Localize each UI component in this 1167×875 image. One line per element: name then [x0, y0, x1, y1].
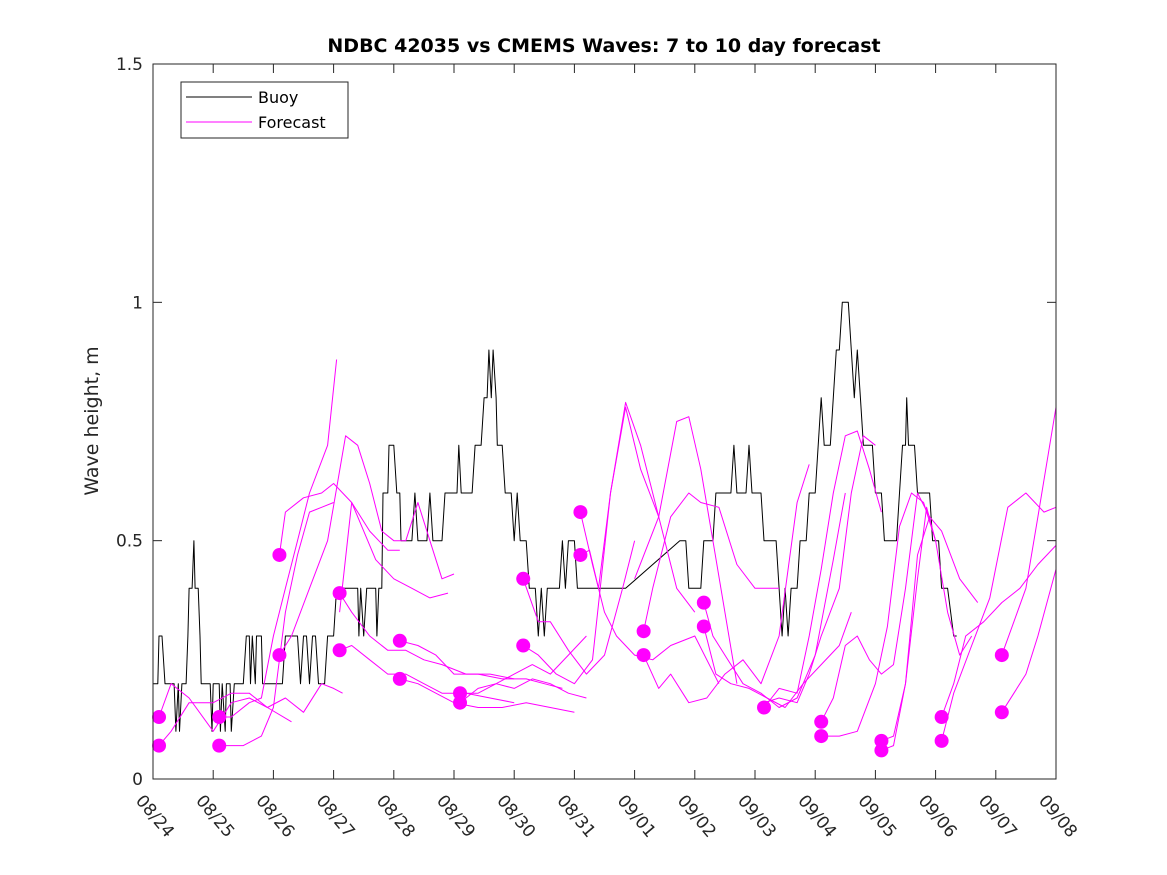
forecast-series-line — [522, 540, 636, 675]
x-tick-label: 09/01 — [613, 791, 660, 841]
forecast-series-line — [820, 492, 931, 723]
forecast-series-line — [399, 640, 563, 689]
forecast-series-line — [941, 545, 1057, 718]
forecast-start-marker — [272, 547, 287, 562]
y-axis-label: Wave height, m — [81, 346, 103, 495]
x-tick-label: 09/02 — [673, 791, 720, 841]
x-tick-label: 08/28 — [372, 791, 419, 841]
x-tick-label: 08/30 — [492, 791, 539, 841]
legend-label-forecast: Forecast — [258, 113, 326, 132]
y-tick-label: 0.5 — [116, 532, 143, 552]
forecast-series-line — [219, 359, 338, 718]
x-tick-label: 08/24 — [131, 791, 178, 841]
forecast-start-marker — [392, 633, 407, 648]
forecast-series-line — [158, 683, 343, 746]
x-tick-label: 08/31 — [553, 791, 600, 841]
y-tick-label: 0 — [132, 770, 143, 790]
forecast-series-line — [339, 645, 515, 704]
forecast-series-line — [459, 635, 587, 704]
y-tick-label: 1.5 — [116, 55, 143, 75]
y-tick-label: 1 — [132, 293, 143, 313]
forecast-start-marker — [516, 638, 531, 653]
chart-title: NDBC 42035 vs CMEMS Waves: 7 to 10 day f… — [327, 35, 880, 57]
forecast-start-marker — [392, 671, 407, 686]
legend: Buoy Forecast — [180, 81, 349, 139]
forecast-series-line — [1001, 569, 1057, 713]
x-tick-label: 09/07 — [974, 791, 1021, 841]
ticks-layer: 08/24 08/25 08/26 08/27 08/28 08/29 08/30 08/31… — [116, 55, 1081, 842]
forecast-series-line — [881, 516, 979, 742]
legend-label-buoy: Buoy — [258, 88, 298, 107]
x-tick-label: 09/05 — [854, 791, 901, 841]
forecast-series-line — [522, 401, 660, 685]
marker-layer — [152, 505, 1009, 758]
forecast-series-line — [763, 435, 876, 704]
forecast-start-marker — [516, 571, 531, 586]
forecast-series-line — [278, 483, 400, 556]
forecast-series-line — [399, 678, 575, 713]
series-layer — [153, 301, 1057, 751]
forecast-start-marker — [814, 729, 829, 744]
forecast-series-line — [763, 430, 882, 708]
forecast-start-marker — [994, 648, 1009, 663]
forecast-series-line — [278, 435, 455, 656]
x-tick-label: 09/04 — [793, 791, 840, 841]
forecast-start-marker — [212, 738, 227, 753]
forecast-series-line — [460, 678, 587, 699]
forecast-series-line — [881, 506, 973, 751]
forecast-start-marker — [934, 710, 949, 725]
forecast-start-marker — [573, 547, 588, 562]
x-tick-label: 08/25 — [191, 791, 238, 841]
x-tick-label: 09/06 — [914, 791, 961, 841]
x-tick-label: 08/27 — [312, 791, 359, 841]
legend-box — [180, 81, 349, 139]
x-tick-label: 09/08 — [1034, 791, 1081, 841]
forecast-start-marker — [453, 695, 468, 710]
forecast-start-marker — [332, 586, 347, 601]
forecast-start-marker — [152, 710, 167, 725]
forecast-start-marker — [212, 710, 227, 725]
x-tick-label: 08/26 — [252, 791, 299, 841]
x-tick-label: 08/29 — [432, 791, 479, 841]
forecast-start-marker — [994, 705, 1009, 720]
forecast-series-line — [643, 492, 780, 632]
forecast-series-line — [634, 416, 738, 684]
forecast-series-line — [339, 502, 449, 613]
forecast-start-marker — [696, 595, 711, 610]
forecast-start-marker — [696, 619, 711, 634]
forecast-start-marker — [636, 624, 651, 639]
x-tick-label: 09/03 — [733, 791, 780, 841]
forecast-start-marker — [814, 714, 829, 729]
forecast-start-marker — [757, 700, 772, 715]
buoy-series-line — [153, 301, 957, 732]
forecast-start-marker — [272, 648, 287, 663]
forecast-start-marker — [573, 505, 588, 520]
forecast-series-line — [580, 406, 696, 613]
forecast-series-line — [219, 502, 334, 747]
forecast-series-line — [821, 492, 937, 737]
forecast-start-marker — [152, 738, 167, 753]
forecast-series-line — [1001, 407, 1057, 656]
forecast-start-marker — [874, 743, 889, 758]
forecast-start-marker — [332, 643, 347, 658]
forecast-start-marker — [934, 733, 949, 748]
forecast-start-marker — [636, 648, 651, 663]
forecast-series-line — [941, 492, 1057, 742]
forecast-series-line — [643, 464, 810, 704]
plot-frame — [152, 63, 1057, 780]
forecast-series-line — [703, 612, 852, 708]
